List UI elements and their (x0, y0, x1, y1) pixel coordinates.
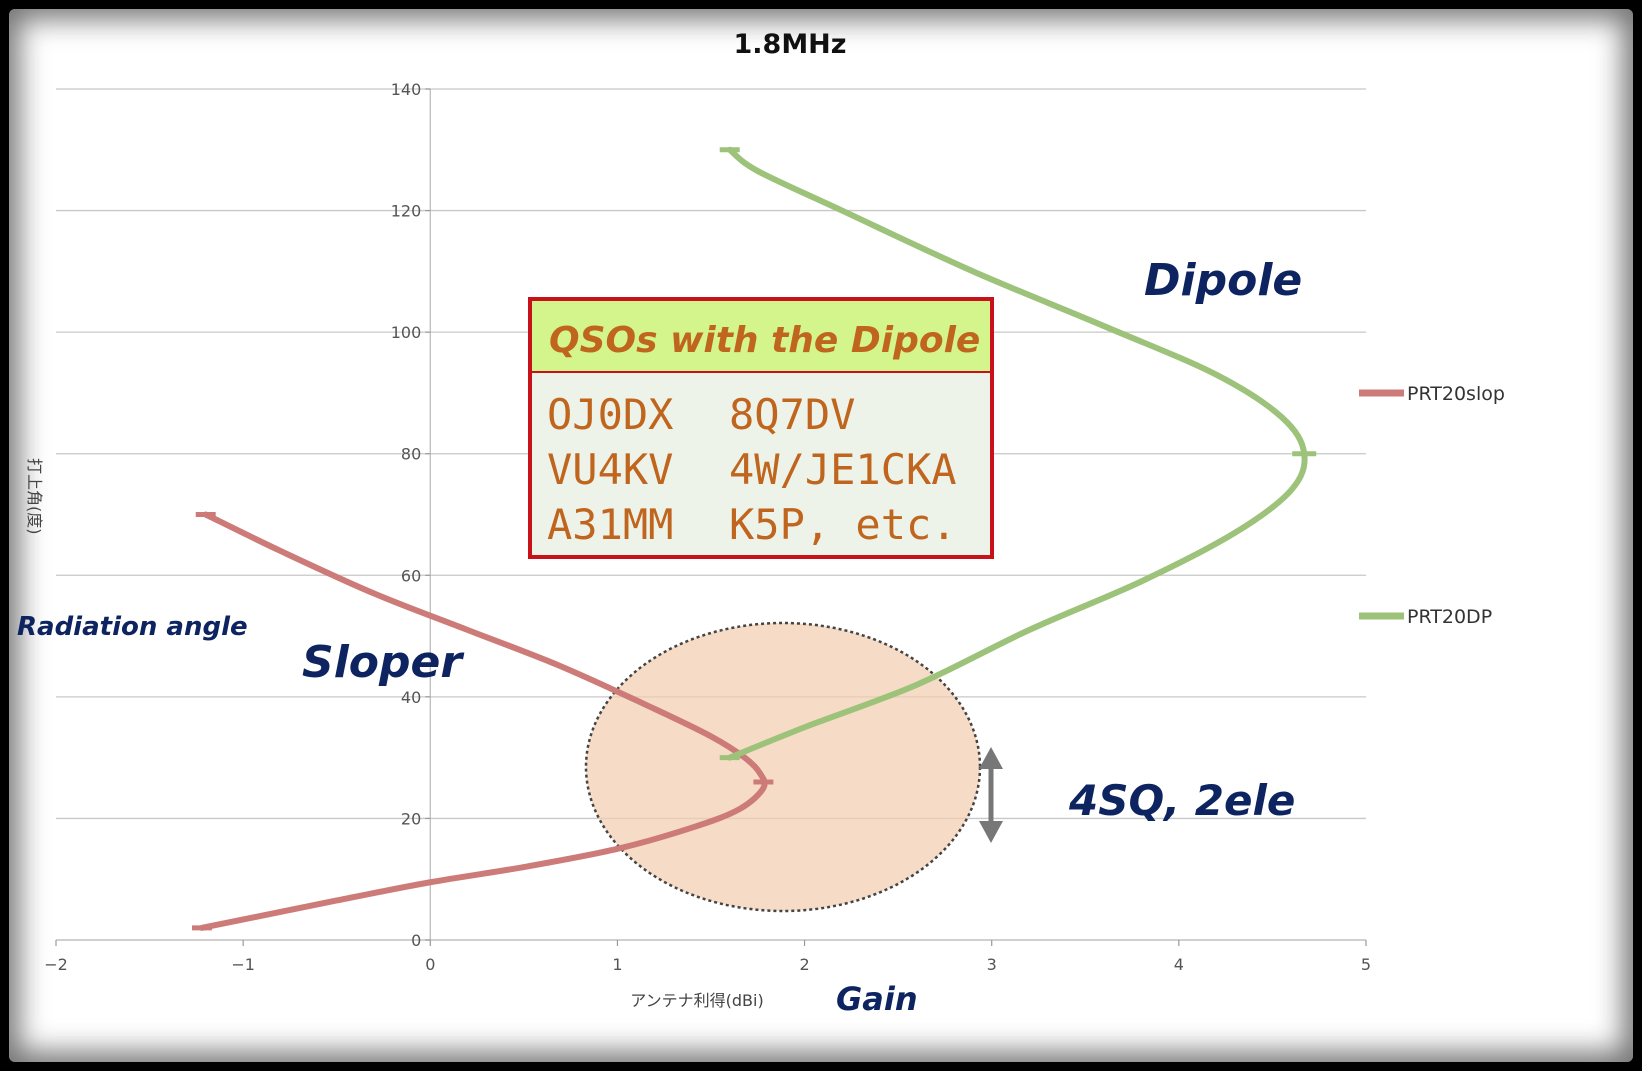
dipole-annotation: Dipole (1144, 255, 1302, 306)
y-tick-label: 0 (411, 931, 421, 950)
4sq-annotation: 4SQ, 2ele (1068, 776, 1295, 825)
y-tick-label: 100 (391, 323, 422, 342)
chart-svg: −2 −1 0 1 2 3 4 5 0 20 40 60 80 100 120 140 1.8MHz アンテ… (17, 29, 1505, 1018)
qso-call: 4W/JE1CKA (729, 445, 957, 494)
highlight-ellipse (584, 621, 982, 913)
qso-call: A31MM (547, 500, 673, 549)
qso-box-title: QSOs with the Dipole (549, 320, 980, 361)
series-lines (191, 146, 1317, 931)
y-tick-labels: 0 20 40 60 80 100 120 140 (391, 80, 431, 950)
y-tick-label: 80 (401, 445, 421, 464)
axes (56, 89, 1366, 941)
radiation-angle-annotation: Radiation angle (17, 612, 248, 642)
x-tick-label: 2 (799, 955, 809, 974)
y-tick-label: 120 (391, 202, 422, 221)
x-axis-label: アンテナ利得(dBi) (630, 991, 763, 1010)
legend: PRT20slop PRT20DP (1359, 383, 1505, 628)
legend-label: PRT20DP (1407, 606, 1492, 628)
qso-call: 8Q7DV (729, 390, 855, 439)
y-tick-label: 20 (401, 809, 421, 828)
gain-annotation: Gain (836, 980, 918, 1018)
x-tick-label: −2 (44, 955, 68, 974)
x-tick-label: 5 (1361, 955, 1371, 974)
x-tick-labels: −2 −1 0 1 2 3 4 5 (44, 940, 1371, 974)
chart-panel: −2 −1 0 1 2 3 4 5 0 20 40 60 80 100 120 140 1.8MHz アンテ… (9, 9, 1633, 1062)
x-tick-label: 3 (987, 955, 997, 974)
sloper-annotation: Sloper (302, 637, 464, 688)
qso-box: QSOs with the Dipole OJ0DX 8Q7DV VU4KV 4… (528, 297, 994, 559)
qso-call: VU4KV (547, 445, 673, 494)
x-tick-label: 1 (612, 955, 622, 974)
x-tick-label: 0 (425, 955, 435, 974)
qso-box-header (532, 301, 990, 371)
double-arrow-icon (979, 747, 1003, 843)
y-tick-label: 40 (401, 688, 421, 707)
qso-call: OJ0DX (547, 390, 673, 439)
y-tick-label: 60 (401, 566, 421, 585)
y-tick-label: 140 (391, 80, 422, 99)
x-tick-label: 4 (1174, 955, 1184, 974)
series-line-PRT20slop (198, 511, 768, 931)
legend-label: PRT20slop (1407, 383, 1505, 405)
y-axis-label: 打上角(度) (25, 458, 44, 535)
qso-call: K5P, etc. (729, 500, 957, 549)
x-tick-label: −1 (231, 955, 255, 974)
chart-title: 1.8MHz (733, 29, 846, 60)
